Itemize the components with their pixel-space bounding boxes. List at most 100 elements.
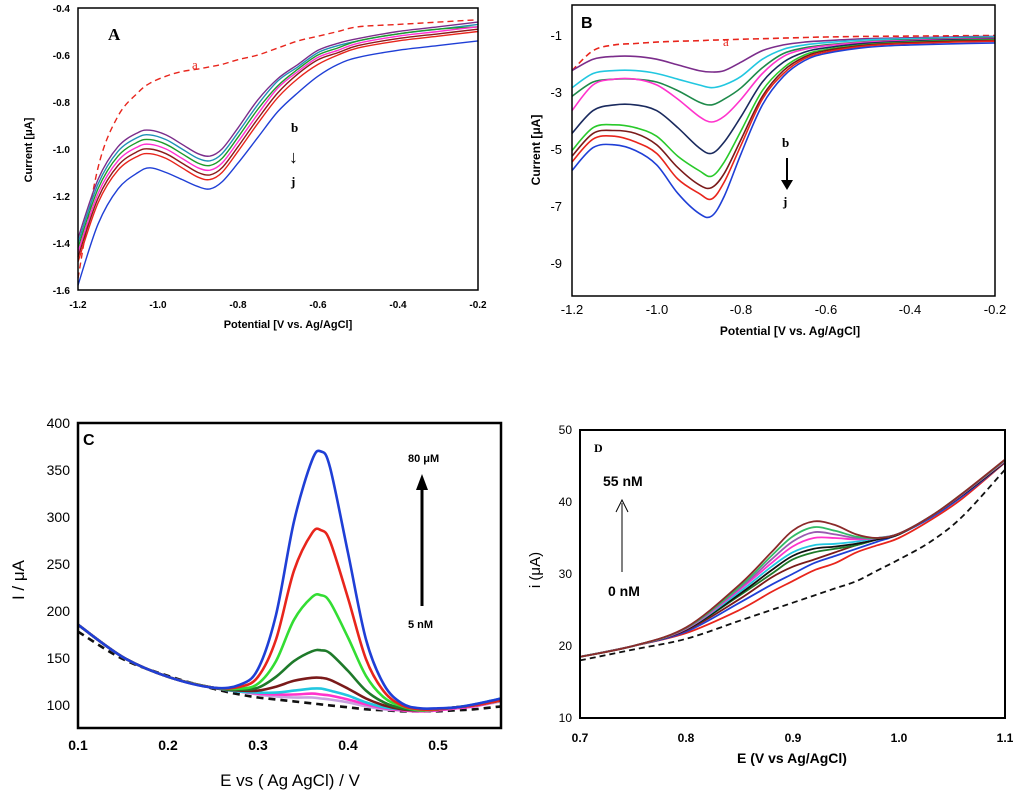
panel-a-ytick: -0.4 xyxy=(53,4,71,15)
panel-d-ytick: 50 xyxy=(559,423,573,437)
panel-a-xticks: -1.2 -1.0 -0.8 -0.6 -0.4 -0.2 xyxy=(69,300,487,311)
panel-d-series-0-nm xyxy=(579,461,1006,658)
panel-d-yticks: 50 40 30 20 10 xyxy=(559,423,573,725)
panel-a-annotation-j: j xyxy=(290,174,295,189)
panel-d: D 0.7 0.8 0.9 1.0 1.1 50 40 30 20 10 E (… xyxy=(527,423,1014,766)
panel-b-series-c xyxy=(571,36,996,89)
panel-a-xtick: -1.2 xyxy=(69,300,87,311)
panel-c-xticks: 0.1 0.2 0.3 0.4 0.5 xyxy=(68,737,448,753)
panel-b-ylabel: Current [μA] xyxy=(529,115,543,186)
panel-a-ytick: -1.2 xyxy=(53,192,71,203)
panel-b-series-h xyxy=(571,39,996,190)
panel-d-ytick: 30 xyxy=(559,567,573,581)
panel-d-xlabel: E (V vs Ag/AgCl) xyxy=(737,750,847,766)
panel-a-ytick: -0.8 xyxy=(53,98,71,109)
panel-d-ytick: 20 xyxy=(559,639,573,653)
panel-d-annotation-bottom: 0 nM xyxy=(608,583,640,599)
panel-a-ytick: -1.4 xyxy=(53,239,71,250)
panel-b-series-j xyxy=(571,42,996,219)
panel-c-series-80-m xyxy=(77,449,502,711)
panel-d-xticks: 0.7 0.8 0.9 1.0 1.1 xyxy=(572,731,1014,745)
panel-c-frame xyxy=(76,421,503,730)
panel-d-xtick: 1.0 xyxy=(891,731,908,745)
panel-b-ytick: -1 xyxy=(550,28,562,43)
panel-b-xtick: -0.2 xyxy=(984,302,1006,317)
panel-a-arrow: ↓ xyxy=(289,147,298,167)
panel-c-ytick: 350 xyxy=(47,462,71,478)
panel-d-letter: D xyxy=(594,441,603,455)
panel-a-series-b xyxy=(77,21,479,239)
panel-d-series-55-nm xyxy=(579,458,1006,658)
panel-b-annotation-j: j xyxy=(782,194,787,209)
panel-a-series-a xyxy=(77,19,479,279)
panel-b-yticks: -1 -3 -5 -7 -9 xyxy=(550,28,562,271)
panel-b-letter: B xyxy=(581,15,593,32)
panel-c-xtick: 0.1 xyxy=(68,737,88,753)
panel-a-xtick: -1.0 xyxy=(149,300,167,311)
panel-a-xtick: -0.2 xyxy=(469,300,487,311)
panel-c-ytick: 150 xyxy=(47,650,71,666)
panel-c-series-s6 xyxy=(77,593,502,712)
panel-d-series-s2 xyxy=(579,461,1006,658)
panel-a-series-j xyxy=(77,40,479,286)
panel-b-ytick: -5 xyxy=(550,142,562,157)
panel-b-series-a xyxy=(571,34,996,72)
panel-d-xtick: 0.9 xyxy=(785,731,802,745)
panel-d-annotation-top: 55 nM xyxy=(603,473,643,489)
panel-c-ytick: 200 xyxy=(47,603,71,619)
panel-b-ytick: -7 xyxy=(550,199,562,214)
panel-d-series-s8 xyxy=(579,459,1006,658)
panel-c-series-baseline xyxy=(77,630,502,713)
panel-c-xtick: 0.3 xyxy=(248,737,268,753)
panel-a-ylabel: Current [μA] xyxy=(23,117,35,182)
panel-a-annotation-a: a xyxy=(192,57,198,72)
panel-b-xlabel: Potential [V vs. Ag/AgCl] xyxy=(720,324,860,338)
panel-a-series-d xyxy=(77,26,479,248)
panel-b-series-i xyxy=(571,40,996,201)
panel-b-ytick: -9 xyxy=(550,256,562,271)
panel-a-xtick: -0.6 xyxy=(309,300,327,311)
panel-b-xticks: -1.2 -1.0 -0.8 -0.6 -0.4 -0.2 xyxy=(561,302,1006,317)
panel-a: A -1.2 -1.0 -0.8 -0.6 -0.4 -0.2 -0.4 -0.… xyxy=(23,4,487,331)
panel-c-xlabel: E vs ( Ag AgCl) / V xyxy=(220,771,360,790)
panel-c-plot xyxy=(77,449,502,713)
panel-b-series-f xyxy=(571,38,996,155)
panel-a-letter: A xyxy=(108,25,121,44)
panel-b-frame xyxy=(571,4,996,297)
panel-c-xtick: 0.5 xyxy=(428,737,448,753)
panel-b-xtick: -1.0 xyxy=(646,302,668,317)
panel-c-xtick: 0.4 xyxy=(338,737,358,753)
panel-c-yticks: 400 350 300 250 200 150 100 xyxy=(47,415,71,713)
panel-a-ytick: -1.6 xyxy=(53,286,71,297)
panel-c-letter: C xyxy=(83,432,95,449)
panel-a-series-e xyxy=(77,26,479,253)
panel-c-arrowhead xyxy=(416,474,428,490)
panel-b: B -1.2 -1.0 -0.8 -0.6 -0.4 -0.2 -1 -3 -5… xyxy=(529,4,1006,338)
panel-a-xtick: -0.8 xyxy=(229,300,247,311)
panel-d-ylabel: i (μA) xyxy=(527,552,544,588)
panel-b-annotation-a: a xyxy=(723,34,729,49)
panel-b-series-b xyxy=(571,35,996,73)
panel-d-frame xyxy=(579,429,1006,719)
panel-a-xtick: -0.4 xyxy=(389,300,407,311)
panel-a-series-c xyxy=(77,23,479,244)
panel-b-xtick: -0.8 xyxy=(730,302,752,317)
panel-d-arrowhead xyxy=(615,498,629,513)
panel-a-series-f xyxy=(77,28,479,258)
panel-c: C 0.1 0.2 0.3 0.4 0.5 400 350 300 250 20… xyxy=(9,415,503,790)
panel-b-xtick: -0.4 xyxy=(899,302,921,317)
panel-c-ylabel: I / μA xyxy=(9,559,28,600)
panel-c-annotation-bottom: 5 nM xyxy=(408,619,433,631)
panel-d-ytick: 40 xyxy=(559,495,573,509)
panel-b-ytick: -3 xyxy=(550,85,562,100)
panel-c-ytick: 300 xyxy=(47,509,71,525)
panel-a-yticks: -0.4 -0.6 -0.8 -1.0 -1.2 -1.4 -1.6 xyxy=(53,4,71,297)
panel-a-frame xyxy=(77,7,479,291)
panel-a-series-g xyxy=(77,30,479,263)
panel-d-series-s4 xyxy=(579,460,1006,658)
panel-c-ytick: 100 xyxy=(47,697,71,713)
panel-c-ytick: 400 xyxy=(47,415,71,431)
panel-c-xtick: 0.2 xyxy=(158,737,178,753)
panel-d-series-s9 xyxy=(579,459,1006,658)
